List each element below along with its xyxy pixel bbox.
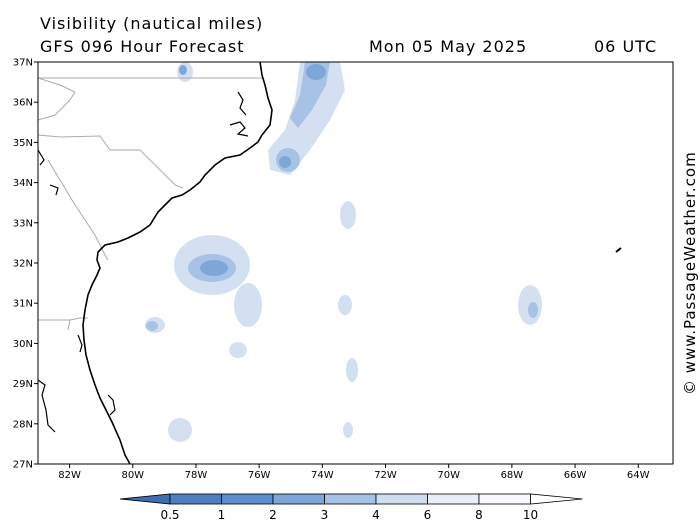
- lon-tick-label: 64W: [627, 470, 650, 481]
- keys-outline: [38, 379, 56, 433]
- credit-text: © www.PassageWeather.com: [681, 151, 699, 395]
- visibility-field: [145, 62, 542, 442]
- sound-outline: [237, 91, 247, 116]
- lat-tick-label: 33N: [13, 218, 33, 229]
- lat-tick-label: 28N: [13, 419, 33, 430]
- map-frame: [37, 61, 674, 465]
- legend-swatch: [169, 493, 222, 505]
- lon-tick-label: 72W: [374, 470, 397, 481]
- lat-tick-label: 29N: [13, 379, 33, 390]
- bermuda-island: [615, 247, 622, 253]
- lon-tick-label: 76W: [248, 470, 271, 481]
- model-run-label: GFS 096 Hour Forecast: [40, 37, 245, 56]
- legend-label: 4: [372, 508, 380, 522]
- legend-swatch: [427, 493, 480, 505]
- lat-tick-label: 32N: [13, 259, 33, 270]
- legend-label: 1: [218, 508, 226, 522]
- lat-tick-label: 34N: [13, 178, 33, 189]
- state-border: [38, 317, 88, 321]
- legend-label: 2: [269, 508, 277, 522]
- legend-label: 10: [523, 508, 538, 522]
- coastline-path: [82, 62, 273, 464]
- legend-swatch: [221, 493, 274, 505]
- legend-label: 8: [475, 508, 483, 522]
- state-border: [38, 134, 184, 189]
- lat-tick-label: 36N: [13, 98, 33, 109]
- lon-tick-label: 82W: [58, 470, 81, 481]
- map-title: Visibility (nautical miles): [40, 14, 264, 33]
- lat-tick-label: 37N: [13, 58, 33, 69]
- lake-outline: [49, 184, 59, 196]
- forecast-time: 06 UTC: [594, 37, 658, 56]
- lake-outline: [77, 334, 83, 353]
- lon-tick-label: 78W: [185, 470, 208, 481]
- lat-tick-label: 27N: [13, 460, 33, 471]
- inlet-outline: [38, 149, 45, 166]
- legend-max-arrow: [530, 493, 583, 505]
- lon-tick-label: 70W: [437, 470, 460, 481]
- lat-tick-label: 30N: [13, 339, 33, 350]
- lat-tick-label: 35N: [13, 138, 33, 149]
- lat-tick-label: 31N: [13, 299, 33, 310]
- legend-swatch: [324, 493, 377, 505]
- lon-tick-label: 80W: [121, 470, 144, 481]
- state-border: [67, 319, 71, 331]
- visibility-legend: 0.5 1 2 3 4 6 8 10: [119, 493, 583, 522]
- legend-swatch: [478, 493, 531, 505]
- forecast-date: Mon 05 May 2025: [369, 37, 528, 56]
- legend-label: 6: [424, 508, 432, 522]
- longitude-axis: 82W 80W 78W 76W 74W 72W 70W 68W 66W 64W: [58, 464, 650, 481]
- legend-swatch: [272, 493, 325, 505]
- latitude-axis: 37N 36N 35N 34N 33N 32N 31N 30N 29N 28N 27N: [13, 58, 38, 471]
- legend-label: 3: [321, 508, 329, 522]
- lon-tick-label: 66W: [564, 470, 587, 481]
- lon-tick-label: 74W: [311, 470, 334, 481]
- cape-outline: [107, 394, 116, 416]
- legend-min-arrow: [119, 493, 171, 505]
- lon-tick-label: 68W: [501, 470, 524, 481]
- sound-outline: [229, 121, 249, 137]
- legend-swatch: [375, 493, 428, 505]
- coastline: [38, 62, 622, 464]
- state-border: [47, 159, 109, 261]
- state-border: [38, 77, 76, 121]
- legend-label: 0.5: [160, 508, 179, 522]
